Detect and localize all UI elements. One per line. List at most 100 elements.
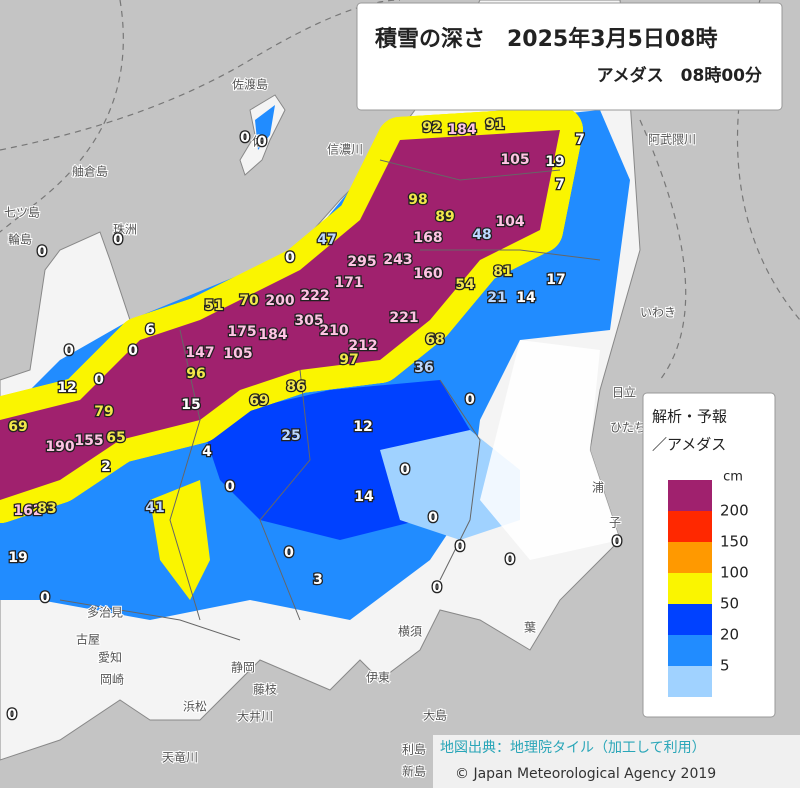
- legend-unit: cm: [723, 470, 743, 485]
- station-value: 47: [317, 232, 336, 248]
- station-value: 65: [106, 430, 125, 446]
- legend-swatch: [668, 635, 712, 666]
- place-name: 伊東: [366, 671, 390, 685]
- place-name: 新島: [402, 764, 426, 779]
- legend: 解析・予報 ／アメダス cm 200 150 100 50 20 5: [642, 392, 776, 718]
- place-name: 七ツ島: [4, 205, 40, 220]
- station-value: 243: [383, 252, 412, 268]
- legend-label: 5: [720, 657, 730, 675]
- legend-label: 20: [720, 626, 739, 644]
- station-value: 0: [64, 343, 74, 359]
- place-name: 静岡: [231, 661, 255, 675]
- place-name: いわき: [640, 306, 676, 320]
- station-value: 36: [414, 360, 433, 376]
- legend-title: ／アメダス: [652, 436, 726, 454]
- place-name: 舳倉島: [72, 164, 108, 179]
- station-value: 15: [181, 397, 200, 413]
- title-box: [356, 2, 783, 111]
- station-value: 6: [145, 322, 155, 338]
- station-value: 41: [145, 500, 164, 516]
- station-value: 79: [94, 404, 113, 420]
- station-value: 83: [37, 501, 56, 517]
- place-name: 大井川: [237, 710, 273, 724]
- station-value: 0: [284, 545, 294, 561]
- station-value: 160: [413, 266, 442, 282]
- station-value: 48: [472, 227, 491, 243]
- place-name: 浦: [592, 481, 604, 495]
- subtitle: アメダス 08時00分: [597, 65, 762, 86]
- legend-label: 150: [720, 533, 749, 551]
- snow-core: [0, 107, 583, 523]
- station-value: 19: [8, 550, 27, 566]
- no-snow-area: [480, 340, 620, 560]
- station-value: 69: [249, 393, 268, 409]
- station-value: 222: [300, 288, 329, 304]
- station-value: 2: [101, 459, 111, 475]
- legend-swatch: [668, 573, 712, 604]
- station-value: 184: [258, 327, 287, 343]
- station-value: 17: [546, 272, 565, 288]
- station-value: 221: [389, 310, 418, 326]
- place-name: 浜松: [183, 700, 207, 714]
- station-value: 162: [13, 503, 42, 519]
- station-value: 0: [40, 590, 50, 606]
- station-value: 7: [575, 132, 585, 148]
- place-name: 古屋: [76, 632, 100, 647]
- station-value: 89: [435, 209, 454, 225]
- place-name: 岡崎: [100, 673, 124, 687]
- place-name: 利島: [402, 742, 426, 757]
- prefecture-borders: [59, 159, 601, 641]
- station-value: 168: [413, 230, 442, 246]
- station-value: 175: [227, 324, 256, 340]
- place-name: 信濃川: [327, 143, 363, 157]
- place-name: 多治見: [87, 606, 123, 620]
- snow-area: [380, 430, 520, 540]
- place-name: 天竜川: [162, 751, 198, 765]
- copyright: © Japan Meteorological Agency 2019: [455, 766, 716, 782]
- snow-area: [255, 105, 275, 150]
- station-value: 212: [348, 338, 377, 354]
- station-value: 0: [37, 244, 47, 260]
- station-value: 0: [455, 539, 465, 555]
- station-value: 92: [422, 120, 441, 136]
- station-value: 91: [485, 117, 504, 133]
- snow-area: [150, 480, 210, 600]
- station-value: 0: [465, 392, 475, 408]
- snow-area: [0, 130, 560, 500]
- station-value: 305: [294, 313, 323, 329]
- station-value: 86: [286, 379, 305, 395]
- station-value: 0: [612, 534, 622, 550]
- station-value: 14: [354, 489, 374, 505]
- station-value: 68: [425, 332, 444, 348]
- station-value: 19: [545, 154, 564, 170]
- station-value: 51: [204, 298, 223, 314]
- station-value: 12: [57, 380, 76, 396]
- station-value: 14: [516, 290, 536, 306]
- place-name: 阿武隈川: [648, 133, 696, 147]
- legend-label: 100: [720, 564, 749, 582]
- station-value: 97: [339, 352, 358, 368]
- place-name: 子: [609, 516, 621, 530]
- station-value: 81: [493, 264, 512, 280]
- legend-label: 200: [720, 502, 749, 520]
- place-name: 輪島: [8, 232, 32, 247]
- station-value: 184: [447, 122, 476, 138]
- legend-title: 解析・予報: [652, 408, 727, 426]
- place-name: 藤枝: [253, 682, 277, 697]
- station-value: 7: [555, 177, 565, 193]
- map-title: 積雪の深さ 2025年3月5日08時: [375, 26, 717, 52]
- legend-swatch: [668, 542, 712, 573]
- station-value: 0: [7, 707, 17, 723]
- station-value: 200: [265, 293, 294, 309]
- legend-swatch: [668, 480, 712, 511]
- station-value: 0: [128, 343, 138, 359]
- station-value: 98: [408, 192, 427, 208]
- station-value: 0: [428, 510, 438, 526]
- station-value: 0: [113, 232, 123, 248]
- place-name: 佐: [252, 135, 264, 149]
- station-value: 3: [313, 572, 323, 588]
- station-value: 25: [281, 428, 300, 444]
- station-value: 96: [186, 366, 205, 382]
